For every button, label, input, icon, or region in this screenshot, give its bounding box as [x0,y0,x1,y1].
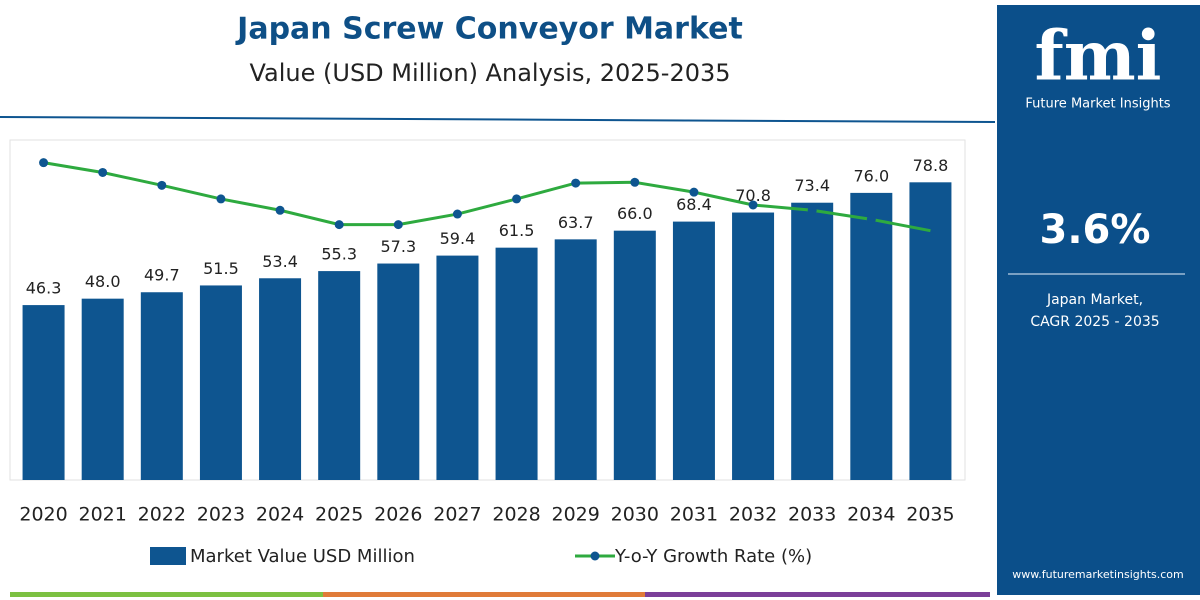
bar [732,212,775,481]
data-label: 66.0 [617,204,653,223]
bar [613,230,656,480]
x-tick-label: 2029 [552,504,600,526]
cagr: 3.6% [1040,207,1151,253]
cagr-label: CAGR 2025 - 2035 [1030,314,1159,330]
bar [495,247,538,480]
line-marker [807,205,817,215]
legend-swatch [590,551,600,561]
stripe [10,592,323,597]
line-marker [39,158,49,168]
line-marker [630,177,640,187]
x-tick-label: 2021 [79,504,127,526]
data-label: 46.3 [26,279,62,298]
line-marker [98,167,108,177]
side-panel [997,5,1200,595]
bar [909,182,952,481]
line-marker [866,214,876,224]
line-marker [157,180,167,190]
x-tick-label: 2032 [729,504,777,526]
bar [436,255,479,480]
chart-title: Japan Screw Conveyor Market [235,12,743,47]
bar [672,221,715,480]
x-tick-label: 2031 [670,504,718,526]
data-label: 49.7 [144,266,180,285]
x-tick-label: 2020 [19,504,67,526]
x-tick-label: 2023 [197,504,245,526]
x-tick-label: 2024 [256,504,304,526]
line-marker [689,187,699,197]
line-marker [571,178,581,188]
x-tick-label: 2027 [433,504,481,526]
line-marker [512,194,522,204]
bar [377,263,420,480]
cagr-label: Japan Market, [1046,292,1143,308]
data-label: 48.0 [85,272,121,291]
x-tick-label: 2028 [492,504,540,526]
line-marker [393,220,403,230]
data-label: 53.4 [262,252,298,271]
line-marker [748,200,758,210]
x-tick-label: 2030 [611,504,659,526]
plot-frame [9,139,966,481]
url: www.futuremarketinsights.com [1012,568,1184,581]
data-label: 78.8 [913,156,949,175]
line-marker [334,220,344,230]
x-tick-label: 2033 [788,504,836,526]
divider [0,116,996,123]
bar [791,202,834,480]
bar [318,271,361,480]
stripe [323,592,645,597]
data-label: 55.3 [321,245,357,264]
logo: fmi [1034,17,1161,97]
bar [850,192,893,480]
bar [81,298,124,480]
x-tick-label: 2026 [374,504,422,526]
bar [554,239,597,480]
line [43,161,931,233]
data-label: 51.5 [203,259,239,278]
chart-subtitle: Value (USD Million) Analysis, 2025-2035 [249,59,730,87]
brand: Future Market Insights [1025,97,1170,112]
stripe [645,592,990,597]
line-marker [216,194,226,204]
data-label: 59.4 [440,229,476,248]
line-marker [275,205,285,215]
data-label: 70.8 [735,186,771,205]
x-tick-label: 2025 [315,504,363,526]
bar [259,278,302,480]
data-label: 68.4 [676,195,712,214]
x-tick-label: 2034 [847,504,895,526]
line-marker [452,209,462,219]
x-tick-label: 2035 [906,504,954,526]
bar [199,285,242,480]
data-label: 57.3 [381,237,417,256]
bar [140,292,183,480]
data-label: 76.0 [854,166,890,185]
data-label: 73.4 [794,176,830,195]
legend-label: Y-o-Y Growth Rate (%) [614,546,812,567]
data-label: 61.5 [499,221,535,240]
bar [22,305,65,480]
legend-label: Market Value USD Million [190,546,415,567]
x-tick-label: 2022 [138,504,186,526]
legend-swatch [150,547,186,565]
data-label: 63.7 [558,213,594,232]
